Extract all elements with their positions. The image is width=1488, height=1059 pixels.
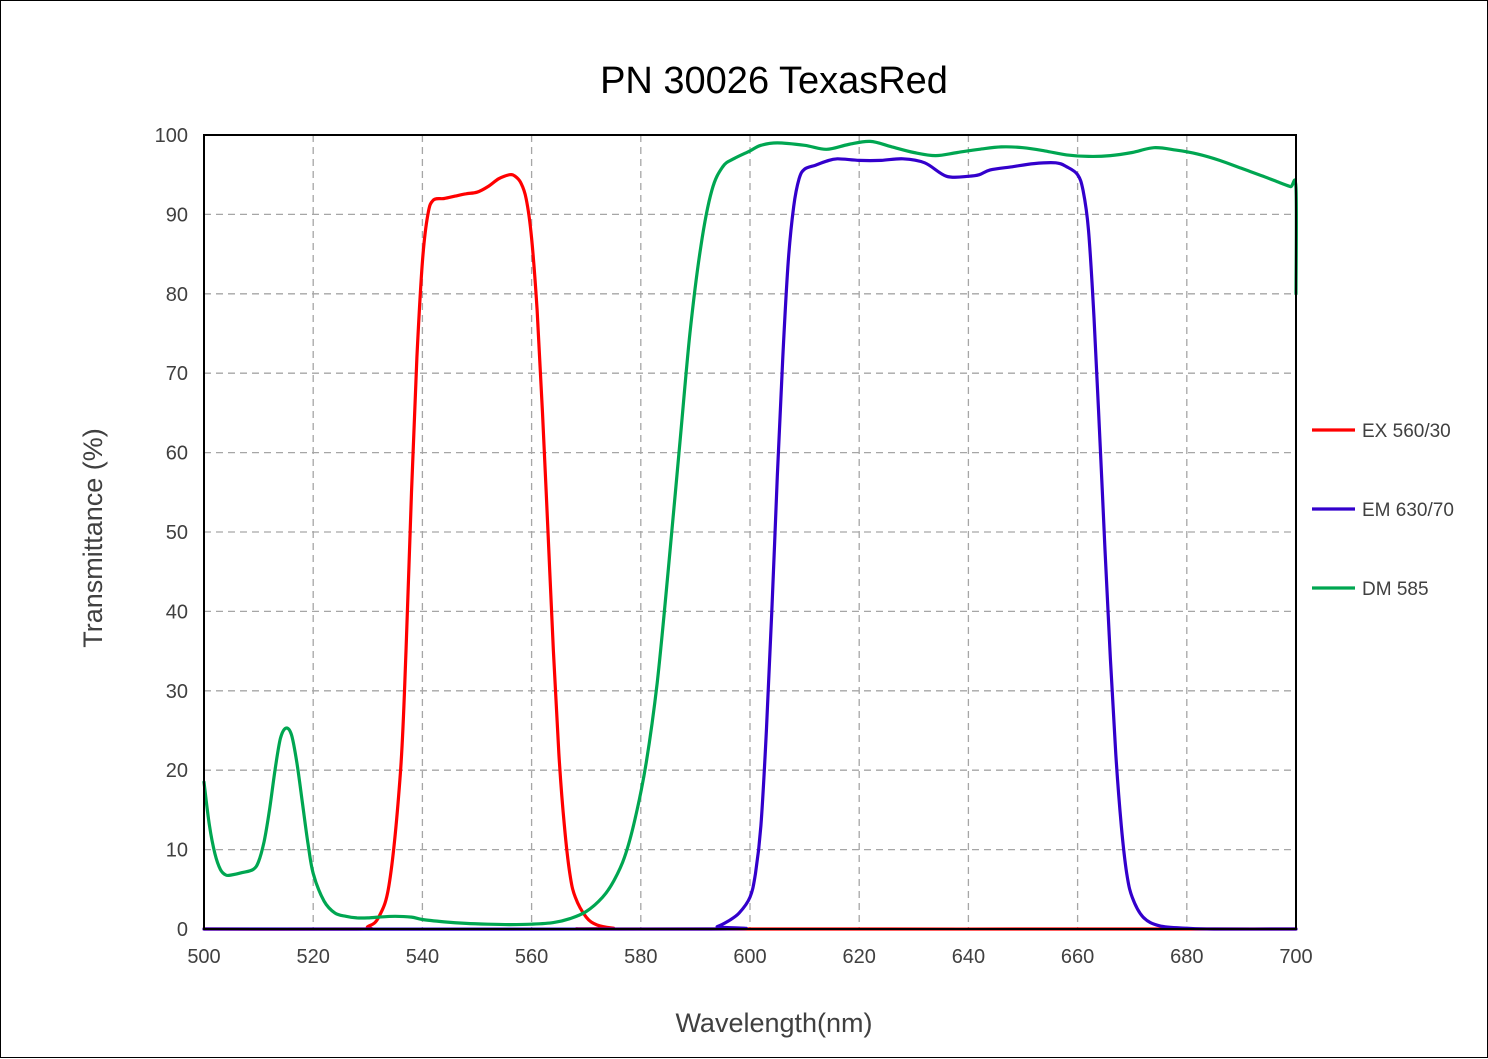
y-tick-label: 50 <box>166 522 188 544</box>
legend: EX 560/30 EM 630/70 DM 585 <box>1312 421 1454 600</box>
y-axis-label: Transmittance (%) <box>78 428 108 648</box>
y-tick-label: 0 <box>177 919 188 941</box>
y-tick-label: 60 <box>166 443 188 465</box>
legend-label: DM 585 <box>1362 579 1429 600</box>
grid-lines <box>204 135 1296 929</box>
series-lines <box>202 139 1298 931</box>
y-tick-label: 20 <box>166 760 188 782</box>
x-tick-labels: 500 520 540 560 580 600 620 640 660 680 700 <box>187 946 1312 968</box>
x-axis-label: Wavelength(nm) <box>675 1008 872 1038</box>
x-tick-label: 540 <box>406 946 439 968</box>
x-tick-label: 660 <box>1061 946 1094 968</box>
y-tick-label: 90 <box>166 204 188 226</box>
x-tick-label: 580 <box>624 946 657 968</box>
y-tick-label: 80 <box>166 284 188 306</box>
y-tick-label: 40 <box>166 601 188 623</box>
x-tick-label: 500 <box>187 946 220 968</box>
x-tick-label: 620 <box>843 946 876 968</box>
x-tick-label: 680 <box>1170 946 1203 968</box>
series-line-1 <box>202 172 1298 931</box>
y-tick-label: 10 <box>166 840 188 862</box>
y-tick-label: 100 <box>155 125 188 147</box>
x-tick-label: 700 <box>1279 946 1312 968</box>
plot-area-border <box>203 134 1297 930</box>
chart-title: PN 30026 TexasRed <box>600 60 948 102</box>
y-tick-label: 70 <box>166 363 188 385</box>
x-tick-label: 560 <box>515 946 548 968</box>
series-line-2 <box>202 157 1298 931</box>
y-tick-label: 30 <box>166 681 188 703</box>
x-tick-label: 640 <box>952 946 985 968</box>
series-line-3 <box>202 139 1298 927</box>
y-tick-labels: 0 10 20 30 40 50 60 70 80 90 100 <box>155 125 188 941</box>
x-tick-label: 520 <box>297 946 330 968</box>
x-tick-label: 600 <box>733 946 766 968</box>
legend-label: EM 630/70 <box>1362 500 1454 521</box>
legend-label: EX 560/30 <box>1362 421 1451 442</box>
